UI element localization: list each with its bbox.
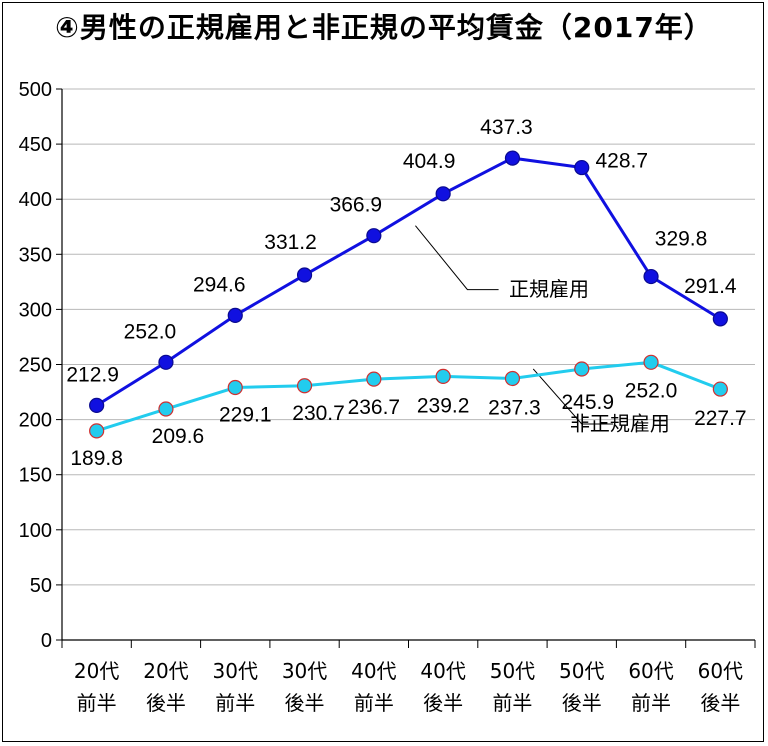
annotation-leader-nonregular bbox=[532, 368, 613, 425]
gridlines bbox=[62, 88, 755, 586]
x-tick-label: 40代 bbox=[420, 659, 465, 683]
x-tick-label: 前半 bbox=[631, 691, 671, 715]
x-tick-label: 後半 bbox=[562, 691, 602, 715]
y-tick-label: 50 bbox=[30, 575, 52, 597]
data-point bbox=[643, 354, 659, 370]
x-tick-label: 30代 bbox=[213, 659, 258, 683]
series-line bbox=[96, 360, 721, 433]
data-point bbox=[89, 397, 105, 413]
data-label: 245.9 bbox=[561, 391, 614, 414]
data-point bbox=[296, 267, 313, 283]
data-label: 291.4 bbox=[684, 275, 737, 298]
data-label: 239.2 bbox=[417, 394, 470, 417]
data-point bbox=[158, 354, 174, 370]
y-tick-label: 500 bbox=[19, 79, 52, 101]
data-point bbox=[712, 311, 728, 327]
x-tick-label: 前半 bbox=[77, 691, 117, 715]
data-label: 236.7 bbox=[348, 396, 401, 419]
x-tick-label: 50代 bbox=[490, 659, 535, 683]
x-tick-label: 後半 bbox=[146, 691, 186, 715]
data-label: 252.0 bbox=[625, 379, 678, 402]
data-point bbox=[366, 228, 382, 244]
x-tick-label: 60代 bbox=[698, 659, 743, 683]
y-tick-label: 150 bbox=[19, 465, 52, 487]
data-label: 229.1 bbox=[219, 404, 272, 427]
data-point bbox=[504, 370, 521, 387]
x-tick-label: 後半 bbox=[285, 691, 325, 715]
data-label: 189.8 bbox=[70, 447, 123, 470]
data-point bbox=[435, 368, 451, 385]
data-label: 230.7 bbox=[292, 402, 345, 425]
x-tick-label: 60代 bbox=[628, 659, 673, 683]
series-annotation-nonregular: 非正規雇用 bbox=[570, 412, 670, 436]
data-point bbox=[712, 381, 728, 397]
data-point bbox=[435, 186, 451, 202]
x-tick-label: 前半 bbox=[354, 691, 394, 715]
y-tick-label: 300 bbox=[19, 299, 52, 321]
data-labels: 212.9252.0294.6331.2366.9404.9437.3428.7… bbox=[66, 116, 746, 470]
data-point bbox=[227, 307, 243, 323]
y-tick-label: 250 bbox=[19, 355, 52, 377]
x-tick-label: 前半 bbox=[492, 691, 532, 715]
y-tick-label: 450 bbox=[19, 134, 52, 156]
y-tick-label: 0 bbox=[41, 630, 52, 652]
data-point bbox=[158, 401, 174, 417]
data-point bbox=[89, 423, 105, 439]
data-label: 209.6 bbox=[152, 425, 205, 448]
series bbox=[89, 150, 728, 439]
data-label: 252.0 bbox=[124, 320, 177, 343]
data-label: 329.8 bbox=[655, 228, 708, 251]
series-line bbox=[95, 156, 722, 407]
data-label: 366.9 bbox=[330, 194, 383, 217]
x-tick-label: 20代 bbox=[143, 659, 188, 683]
chart-title: ④男性の正規雇用と非正規の平均賃金（2017年） bbox=[55, 11, 713, 44]
data-point bbox=[643, 268, 659, 285]
x-tick-label: 前半 bbox=[215, 691, 255, 715]
data-label: 331.2 bbox=[264, 231, 317, 254]
y-tick-label: 200 bbox=[19, 410, 52, 432]
data-point bbox=[574, 361, 590, 377]
y-tick-label: 400 bbox=[19, 189, 52, 211]
data-label: 227.7 bbox=[694, 407, 747, 430]
data-label: 428.7 bbox=[595, 150, 648, 173]
y-tick-label: 100 bbox=[19, 520, 52, 542]
x-tick-label: 20代 bbox=[74, 659, 119, 683]
data-label: 404.9 bbox=[403, 150, 456, 173]
data-point bbox=[227, 379, 243, 396]
x-tick-label: 後半 bbox=[700, 691, 740, 715]
data-label: 294.6 bbox=[193, 273, 246, 296]
data-point bbox=[574, 159, 590, 176]
y-tick-label: 350 bbox=[19, 244, 52, 266]
data-point bbox=[296, 378, 313, 394]
data-label: 437.3 bbox=[480, 116, 533, 139]
x-tick-label: 50代 bbox=[559, 659, 604, 683]
x-tick-label: 後半 bbox=[423, 691, 463, 715]
x-tick-label: 40代 bbox=[351, 659, 396, 683]
y-axis-ticks: 0 50 100 150 200 250 300 350 400 450 500 bbox=[19, 79, 62, 652]
data-point bbox=[366, 371, 382, 387]
data-point bbox=[504, 150, 521, 166]
data-label: 212.9 bbox=[66, 363, 119, 386]
annotation-leaders bbox=[415, 225, 613, 425]
series-annotation-regular: 正規雇用 bbox=[509, 277, 589, 301]
annotation-leader-regular bbox=[415, 225, 499, 291]
data-label: 237.3 bbox=[488, 396, 541, 419]
x-tick-label: 30代 bbox=[282, 659, 327, 683]
